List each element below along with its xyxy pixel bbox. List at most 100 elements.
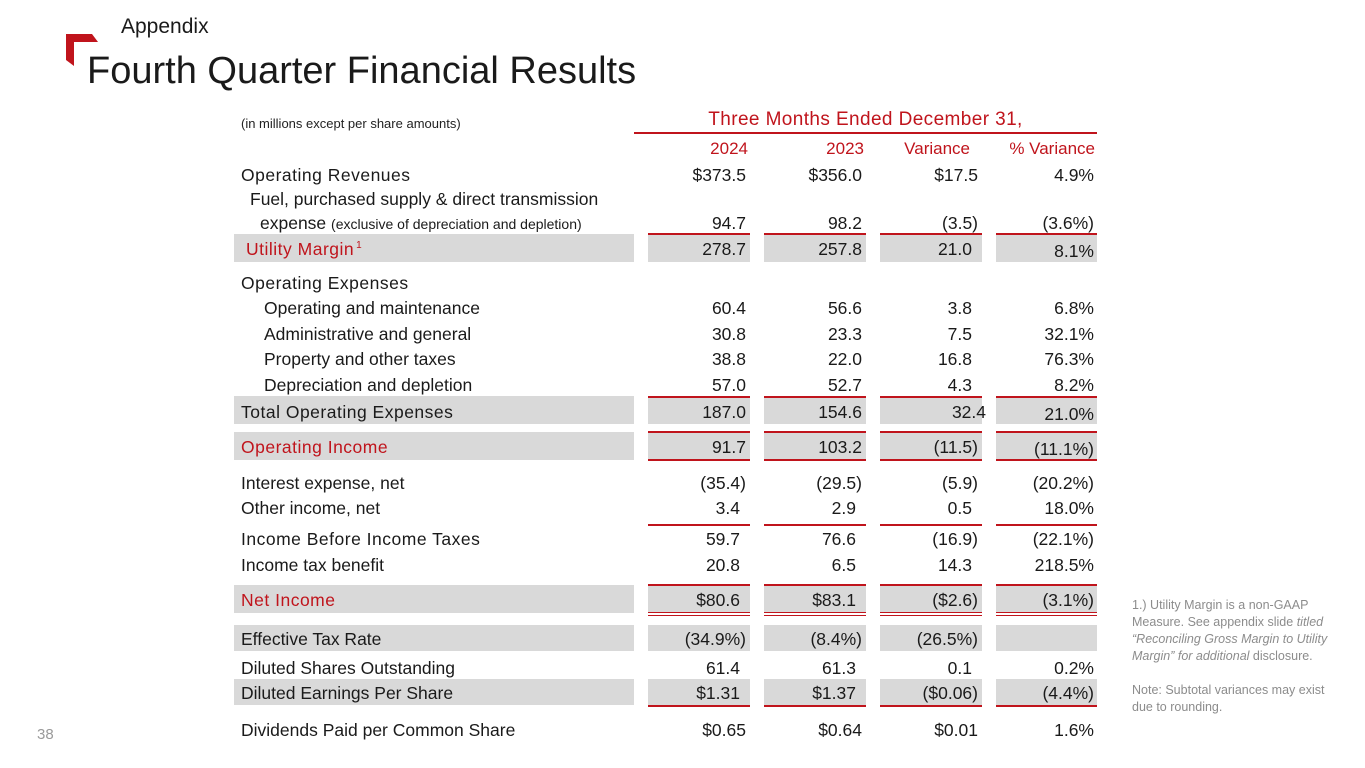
rule [648, 431, 750, 433]
rule [764, 584, 866, 586]
page-number: 38 [37, 726, 54, 743]
cell-utility-margin-2024: 278.7 [702, 239, 746, 259]
footnote-end: disclosure. [1252, 649, 1313, 663]
cell-admin-variance: 7.5 [947, 324, 972, 344]
rule [996, 431, 1097, 433]
row-label-interest: Interest expense, net [241, 473, 405, 493]
cell-om-2024: 60.4 [711, 298, 746, 318]
cell-utility-margin-pct: 8.1% [1054, 241, 1094, 261]
cell-interest-variance: (5.9) [942, 473, 978, 493]
row-label-shares: Diluted Shares Outstanding [241, 658, 456, 678]
cell-interest-2023: (29.5) [816, 473, 862, 493]
rule [648, 524, 750, 526]
column-header-2024: 2024 [710, 139, 748, 158]
fuel-note: (exclusive of depreciation and depletion… [331, 216, 582, 232]
footnote-ref: 1 [356, 240, 363, 251]
cell-shares-pct: 0.2% [1054, 658, 1094, 678]
cell-admin-2023: 23.3 [827, 324, 862, 344]
rounding-note: Note: Subtotal variances may exist due t… [1132, 683, 1325, 714]
footnote: 1.) Utility Margin is a non-GAAP Measure… [1132, 597, 1342, 716]
rule [880, 584, 982, 586]
double-rule [764, 612, 866, 616]
row-label-operating-expenses: Operating Expenses [241, 273, 409, 293]
cell-tax-2023: 6.5 [831, 555, 856, 575]
cell-operating-income-2024: 91.7 [711, 437, 746, 457]
footnote-italic: titled “Reconciling Gross Margin to Util… [1132, 615, 1328, 663]
cell-interest-2024: (35.4) [700, 473, 746, 493]
row-label-net-income: Net Income [241, 590, 336, 610]
rule [880, 524, 982, 526]
row-label-admin: Administrative and general [264, 324, 472, 344]
row-label-fuel-line2: expense (exclusive of depreciation and d… [260, 213, 582, 233]
rule [996, 524, 1097, 526]
cell-pretax-pct: (22.1%) [1032, 529, 1094, 549]
units-note: (in millions except per share amounts) [241, 116, 461, 131]
cell-net-income-2023: $83.1 [812, 590, 856, 610]
row-label-dividends: Dividends Paid per Common Share [241, 720, 516, 740]
rule [996, 584, 1097, 586]
cell-tax-2024: 20.8 [705, 555, 740, 575]
cell-operating-income-variance: (11.5) [933, 437, 978, 457]
cell-other-income-2023: 2.9 [831, 498, 856, 518]
cell-dividends-2023: $0.64 [818, 720, 862, 740]
cell-om-variance: 3.8 [947, 298, 972, 318]
cell-property-2024: 38.8 [711, 349, 746, 369]
rule [648, 584, 750, 586]
rule [880, 431, 982, 433]
row-label-om: Operating and maintenance [264, 298, 480, 318]
band-eps [234, 679, 1097, 705]
rule [764, 459, 866, 461]
rule [648, 396, 750, 398]
cell-etr-variance: (26.5%) [916, 629, 978, 649]
row-label-total-opex: Total Operating Expenses [241, 402, 454, 422]
cell-other-income-pct: 18.0% [1044, 498, 1094, 518]
double-rule [880, 612, 982, 616]
cell-admin-pct: 32.1% [1044, 324, 1094, 344]
cell-etr-2024: (34.9%) [684, 629, 746, 649]
cell-fuel-2024: 94.7 [711, 213, 746, 233]
cell-tax-variance: 14.3 [937, 555, 972, 575]
cell-pretax-variance: (16.9) [932, 529, 978, 549]
cell-fuel-2023: 98.2 [827, 213, 862, 233]
cell-property-variance: 16.8 [937, 349, 972, 369]
cell-dividends-2024: $0.65 [702, 720, 746, 740]
row-label-depreciation: Depreciation and depletion [264, 375, 473, 395]
rule [764, 233, 866, 235]
cell-other-income-2024: 3.4 [715, 498, 740, 518]
row-label-operating-revenues: Operating Revenues [241, 165, 411, 185]
cell-eps-2023: $1.37 [812, 683, 856, 703]
rule [996, 396, 1097, 398]
cell-total-opex-variance: 32.4 [951, 402, 986, 422]
cell-property-pct: 76.3% [1044, 349, 1094, 369]
cell-om-2023: 56.6 [827, 298, 862, 318]
cell-depreciation-pct: 8.2% [1054, 375, 1094, 395]
rule [880, 459, 982, 461]
cell-dividends-pct: 1.6% [1054, 720, 1094, 740]
cell-total-opex-2024: 187.0 [702, 402, 746, 422]
rule [880, 233, 982, 235]
page-title: Fourth Quarter Financial Results [87, 50, 637, 92]
row-label-property: Property and other taxes [264, 349, 456, 369]
row-label-fuel-line1: Fuel, purchased supply & direct transmis… [250, 189, 599, 209]
cell-eps-pct: (4.4%) [1042, 683, 1094, 703]
rule [764, 396, 866, 398]
rule [648, 459, 750, 461]
footnote-text: 1.) Utility Margin is a non-GAAP Measure… [1132, 598, 1309, 629]
row-label-operating-income: Operating Income [241, 437, 389, 457]
cell-utility-margin-2023: 257.8 [818, 239, 862, 259]
period-rule [634, 132, 1097, 134]
cell-pretax-2024: 59.7 [705, 529, 740, 549]
rule [880, 396, 982, 398]
section-label: Appendix [121, 15, 209, 38]
column-header-pct-variance: % Variance [1009, 139, 1095, 158]
cell-other-income-variance: 0.5 [947, 498, 972, 518]
row-label-pretax: Income Before Income Taxes [241, 529, 481, 549]
cell-property-2023: 22.0 [827, 349, 862, 369]
rule [764, 705, 866, 707]
cell-om-pct: 6.8% [1054, 298, 1094, 318]
rule [880, 705, 982, 707]
cell-depreciation-variance: 4.3 [947, 375, 972, 395]
cell-operating-income-2023: 103.2 [818, 437, 862, 457]
cell-pretax-2023: 76.6 [821, 529, 856, 549]
cell-shares-variance: 0.1 [947, 658, 972, 678]
